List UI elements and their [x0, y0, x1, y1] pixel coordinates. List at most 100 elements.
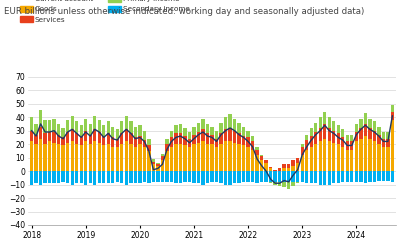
Bar [346, 150, 349, 171]
Bar [391, 105, 394, 112]
Bar [152, 162, 155, 164]
Bar [219, 144, 223, 171]
Bar [34, 144, 38, 171]
Bar [251, 136, 254, 141]
Bar [368, 139, 372, 171]
Bar [274, 170, 277, 171]
Bar [129, 144, 132, 171]
Bar [382, 147, 385, 171]
Bar [70, 129, 74, 141]
Bar [215, 171, 218, 182]
Bar [93, 129, 96, 141]
Bar [179, 171, 182, 183]
Bar [84, 118, 88, 131]
Bar [377, 135, 380, 144]
Bar [111, 138, 114, 147]
Bar [183, 136, 187, 145]
Bar [341, 171, 344, 182]
Bar [192, 171, 196, 183]
Bar [296, 171, 299, 182]
Bar [246, 131, 250, 138]
Bar [210, 144, 214, 171]
Bar [215, 131, 218, 139]
Bar [206, 171, 209, 183]
Bar [300, 147, 304, 155]
Bar [251, 150, 254, 171]
Bar [292, 182, 295, 186]
Bar [233, 143, 236, 171]
Bar [62, 171, 65, 182]
Bar [228, 114, 232, 128]
Bar [368, 171, 372, 182]
Bar [323, 171, 326, 184]
Bar [170, 147, 173, 171]
Bar [373, 171, 376, 182]
Bar [170, 138, 173, 147]
Bar [282, 171, 286, 182]
Bar [292, 160, 295, 166]
Bar [174, 171, 178, 183]
Bar [373, 142, 376, 171]
Bar [188, 139, 191, 147]
Bar [39, 126, 42, 139]
Bar [296, 158, 299, 163]
Bar [368, 118, 372, 128]
Bar [287, 164, 290, 168]
Bar [48, 142, 51, 171]
Bar [310, 171, 313, 183]
Bar [332, 121, 336, 131]
Bar [386, 139, 390, 147]
Bar [256, 150, 259, 155]
Bar [219, 122, 223, 133]
Bar [106, 133, 110, 144]
Bar [341, 129, 344, 138]
Bar [39, 139, 42, 171]
Bar [39, 110, 42, 126]
Bar [242, 126, 245, 136]
Bar [206, 133, 209, 144]
Bar [34, 135, 38, 144]
Bar [170, 171, 173, 182]
Bar [125, 116, 128, 129]
Bar [269, 171, 272, 182]
Bar [183, 146, 187, 171]
Bar [287, 182, 290, 188]
Bar [224, 117, 227, 129]
Bar [219, 133, 223, 144]
Bar [93, 142, 96, 171]
Bar [116, 171, 119, 182]
Bar [120, 171, 124, 183]
Bar [341, 138, 344, 147]
Bar [336, 144, 340, 171]
Bar [165, 151, 168, 171]
Bar [314, 132, 318, 144]
Bar [386, 147, 390, 171]
Bar [57, 144, 60, 171]
Bar [98, 143, 101, 171]
Bar [260, 171, 263, 182]
Bar [215, 139, 218, 147]
Bar [332, 143, 336, 171]
Bar [183, 171, 187, 182]
Bar [125, 142, 128, 171]
Bar [129, 171, 132, 183]
Bar [359, 139, 362, 171]
Bar [98, 171, 101, 183]
Bar [48, 132, 51, 141]
Bar [125, 171, 128, 184]
Bar [210, 171, 214, 182]
Bar [278, 182, 281, 186]
Bar [48, 120, 51, 132]
Bar [102, 125, 106, 136]
Bar [287, 171, 290, 182]
Bar [328, 171, 331, 184]
Bar [188, 132, 191, 139]
Bar [52, 171, 56, 183]
Bar [377, 126, 380, 135]
Bar [201, 142, 205, 171]
Bar [237, 133, 241, 144]
Bar [336, 133, 340, 144]
Bar [156, 171, 160, 182]
Bar [382, 132, 385, 139]
Bar [48, 171, 51, 183]
